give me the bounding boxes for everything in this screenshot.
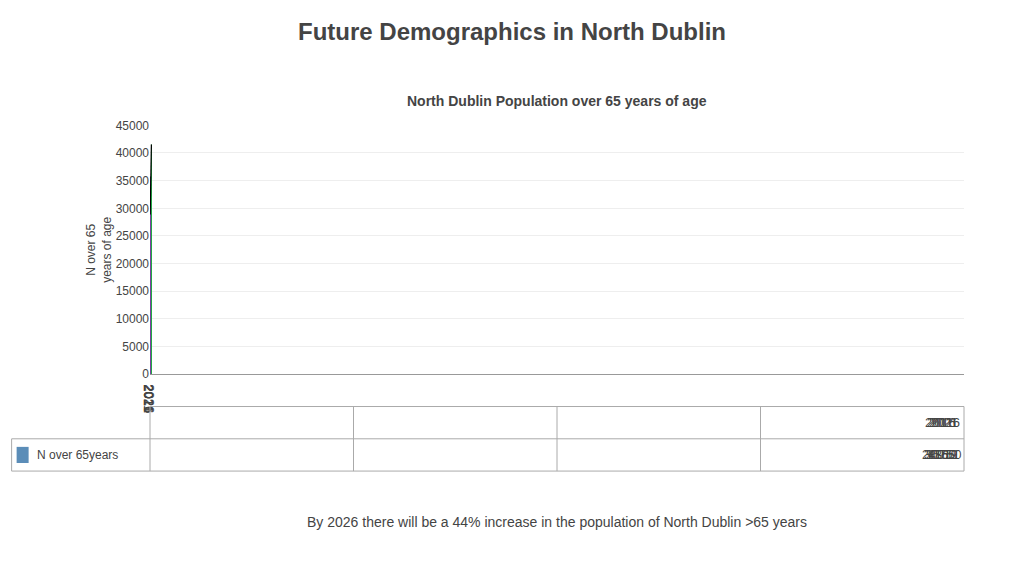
svg-text:Future Demographics in North D: Future Demographics in North Dublin: [298, 18, 726, 45]
svg-text:35751: 35751: [926, 448, 960, 462]
svg-text:2011: 2011: [141, 384, 156, 412]
svg-text:30919: 30919: [924, 448, 958, 462]
svg-text:2021: 2021: [141, 384, 156, 413]
svg-text:2016: 2016: [927, 415, 956, 430]
svg-text:0: 0: [142, 367, 149, 381]
svg-text:35000: 35000: [116, 174, 150, 188]
svg-text:30000: 30000: [116, 202, 150, 216]
svg-text:2011: 2011: [925, 415, 953, 430]
svg-text:10000: 10000: [116, 312, 150, 326]
svg-text:N over 65years of age: N over 65years of age: [84, 216, 114, 282]
svg-text:2021: 2021: [929, 415, 958, 430]
svg-text:45000: 45000: [116, 119, 150, 133]
svg-text:28860: 28860: [922, 448, 956, 462]
svg-text:By 2026 there will be a 44% in: By 2026 there will be a 44% increase in …: [307, 514, 807, 530]
svg-text:N over 65years: N over 65years: [37, 448, 118, 462]
svg-text:15000: 15000: [116, 284, 150, 298]
svg-text:North Dublin Population over 6: North Dublin Population over 65 years of…: [407, 93, 707, 109]
svg-text:2026: 2026: [931, 415, 960, 430]
svg-text:2026: 2026: [142, 384, 157, 413]
svg-text:40000: 40000: [116, 146, 150, 160]
svg-text:41550: 41550: [928, 448, 962, 462]
svg-text:20000: 20000: [116, 257, 150, 271]
svg-text:2016: 2016: [141, 384, 156, 413]
svg-text:5000: 5000: [122, 340, 149, 354]
svg-text:25000: 25000: [116, 229, 150, 243]
